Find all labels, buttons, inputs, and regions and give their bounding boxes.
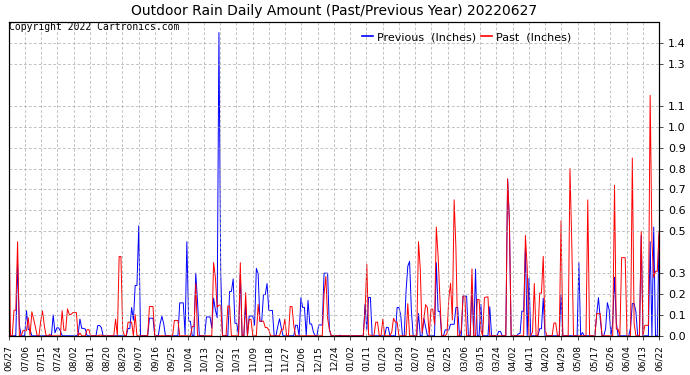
Previous  (Inches): [359, 333, 367, 338]
Past  (Inches): [487, 333, 495, 338]
Line: Previous  (Inches): Previous (Inches): [9, 33, 659, 336]
Previous  (Inches): [140, 333, 148, 338]
Past  (Inches): [655, 229, 663, 234]
Previous  (Inches): [655, 233, 663, 238]
Previous  (Inches): [117, 333, 125, 338]
Previous  (Inches): [70, 333, 79, 338]
Text: Copyright 2022 Cartronics.com: Copyright 2022 Cartronics.com: [9, 22, 179, 32]
Past  (Inches): [357, 333, 366, 338]
Previous  (Inches): [5, 323, 13, 328]
Past  (Inches): [452, 246, 460, 250]
Past  (Inches): [5, 187, 13, 192]
Past  (Inches): [6, 333, 14, 338]
Previous  (Inches): [215, 30, 223, 35]
Previous  (Inches): [453, 305, 462, 310]
Past  (Inches): [117, 254, 125, 259]
Title: Outdoor Rain Daily Amount (Past/Previous Year) 20220627: Outdoor Rain Daily Amount (Past/Previous…: [131, 4, 537, 18]
Previous  (Inches): [489, 333, 497, 338]
Past  (Inches): [70, 310, 79, 315]
Past  (Inches): [140, 333, 148, 338]
Past  (Inches): [646, 93, 654, 98]
Previous  (Inches): [6, 333, 14, 338]
Line: Past  (Inches): Past (Inches): [9, 95, 659, 336]
Legend: Previous  (Inches), Past  (Inches): Previous (Inches), Past (Inches): [357, 28, 575, 46]
